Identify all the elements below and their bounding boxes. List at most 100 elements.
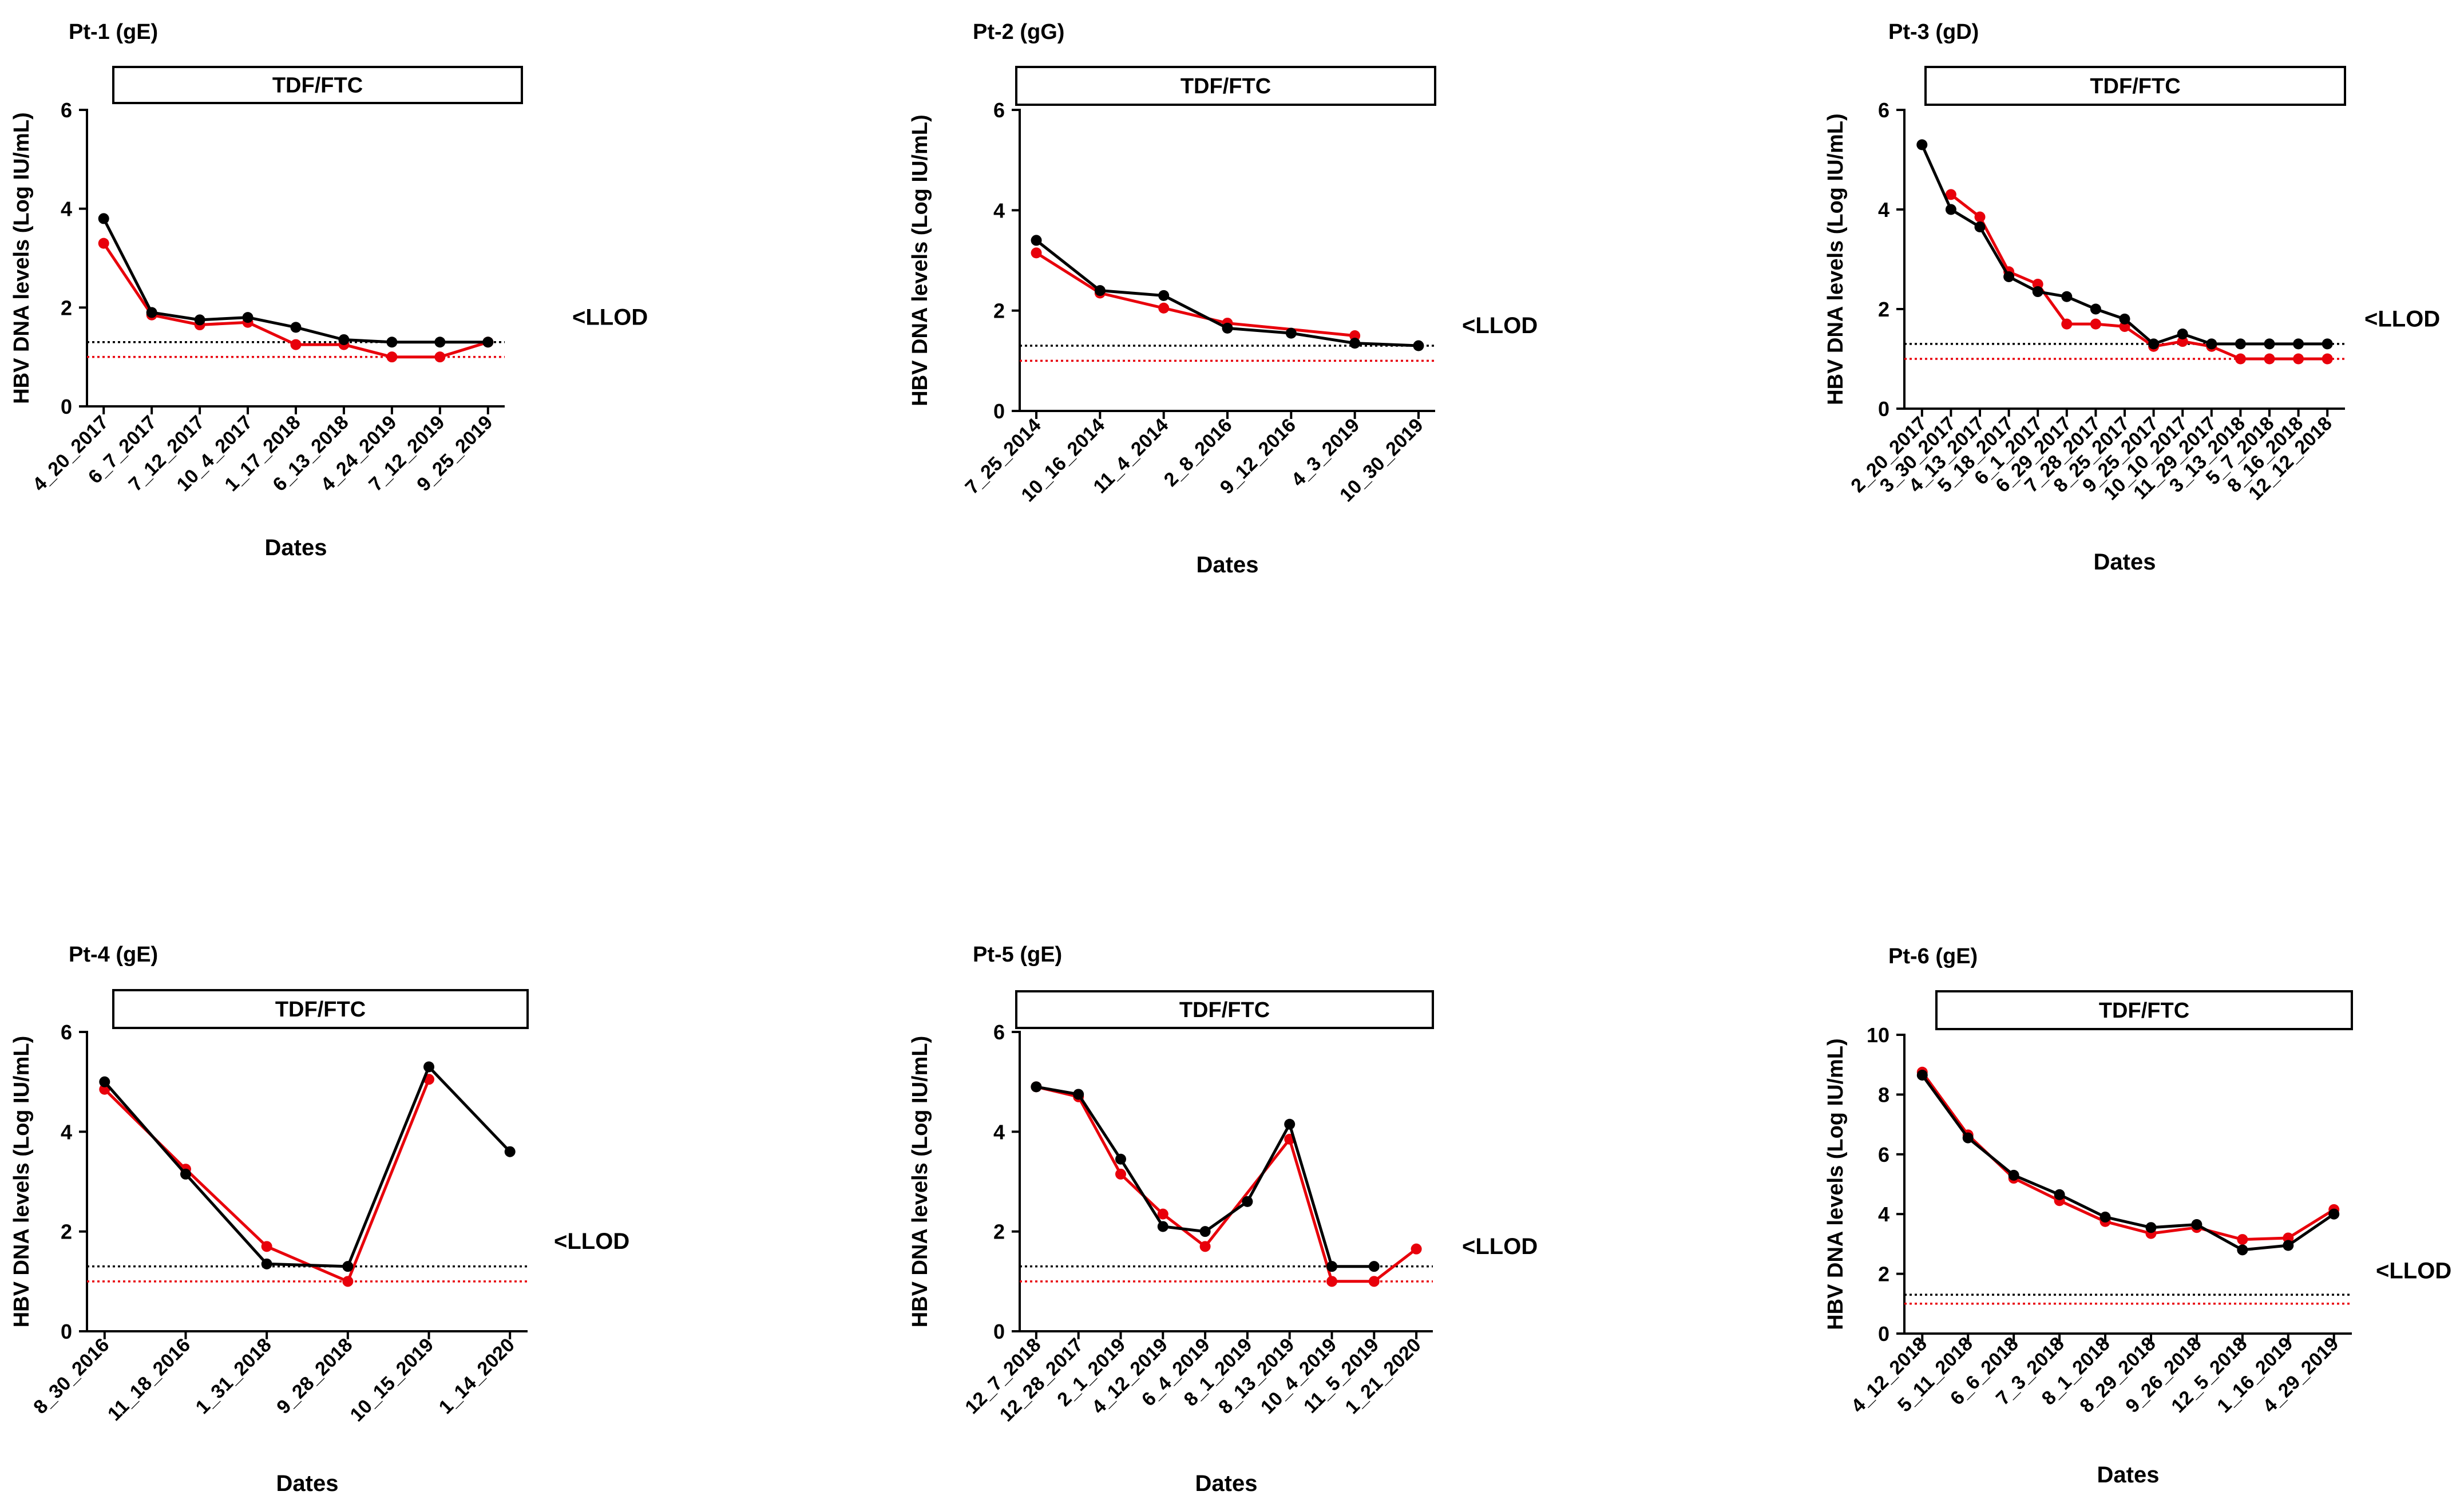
data-point-black [2235,338,2246,350]
x-tick-label: 9_28_2018 [272,1334,356,1418]
data-point-black [2099,1211,2111,1223]
data-point-red [2264,353,2275,365]
data-point-red [261,1241,272,1252]
data-point-red [2283,1232,2294,1244]
treatment-label: TDF/FTC [2090,74,2180,98]
data-point-red [2119,321,2130,332]
y-axis-label: HBV DNA levels (Log IU/mL) [10,112,34,404]
treatment-label: TDF/FTC [2099,999,2189,1023]
llod-label: <LLOD [2376,1258,2451,1283]
data-point-black [2061,291,2073,302]
y-tick-label: 2 [1878,1263,1889,1286]
y-tick-label: 2 [993,299,1005,323]
data-point-black [2090,303,2101,315]
data-point-red [2237,1234,2248,1245]
x-tick-label: 8_30_2016 [29,1334,113,1418]
series-line-red [1035,251,1355,337]
treatment-box [112,66,523,104]
data-point-black [1945,204,1956,215]
y-tick-label: 4 [993,199,1005,222]
y-tick-label: 6 [1878,1143,1889,1166]
data-point-black [1115,1153,1126,1165]
y-tick-label: 2 [61,296,72,319]
data-point-black [242,312,253,323]
data-point-black [1222,322,1233,334]
data-point-black [504,1146,516,1157]
panel-3: Pt-3 (gD) TDF/FTC 0 2 4 6 HBV DNA levels (Log … [1824,20,2440,575]
llod-label: <LLOD [1462,313,1538,338]
data-point-red [1326,1276,1338,1287]
treatment-label: TDF/FTC [1179,998,1270,1022]
data-point-black [1199,1226,1211,1237]
data-point-black [423,1061,435,1073]
data-point-red [1349,330,1361,341]
data-point-red [2061,318,2073,330]
data-point-red [1199,1241,1211,1252]
data-point-black [1368,1261,1380,1272]
llod-label: <LLOD [1462,1234,1538,1259]
data-point-black [2003,271,2015,282]
data-point-black [99,1076,110,1087]
x-axis-label: Dates [1195,1471,1258,1496]
data-point-black [2264,338,2275,350]
panel-title: Pt-5 (gE) [973,943,1062,967]
x-tick-label: 10_15_2019 [346,1334,438,1426]
data-point-black [1285,327,1297,339]
data-point-black [2293,338,2304,350]
panel-title: Pt-1 (gE) [69,20,158,44]
data-point-red [1031,247,1042,259]
y-tick-label: 8 [1878,1083,1889,1106]
data-point-black [2032,286,2043,298]
data-point-red [1158,302,1170,314]
y-tick-label: 0 [61,395,72,418]
treatment-box [112,989,529,1029]
x-tick-label: 1_14_2020 [435,1334,519,1418]
data-point-black [1031,235,1042,246]
x-tick-label: 11_18_2016 [104,1334,195,1425]
y-tick-label: 4 [1878,198,1889,221]
data-point-black [1284,1118,1296,1130]
y-tick-label: 6 [61,1020,72,1044]
data-point-black [180,1168,191,1180]
data-point-black [2191,1219,2202,1230]
y-tick-label: 6 [61,98,72,122]
x-tick-label: 1_31_2018 [192,1334,276,1418]
data-point-red [1411,1243,1422,1255]
y-tick-label: 4 [61,197,72,221]
y-axis-label: HBV DNA levels (Log IU/mL) [1824,113,1848,405]
llod-label: <LLOD [554,1229,629,1254]
data-point-black [2008,1169,2019,1181]
data-point-black [261,1258,272,1269]
data-point-red [1974,211,1986,223]
data-point-black [290,322,302,333]
panel-6: Pt-6 (gE) TDF/FTC 0 2 4 6 8 10 HBV DNA levels (L… [1824,944,2451,1488]
treatment-box [1935,990,2353,1030]
y-tick-label: 6 [993,1020,1005,1044]
series-line-red [1921,1071,2335,1241]
y-tick-label: 4 [993,1120,1005,1144]
data-point-black [2148,338,2160,350]
series-line-black [1921,1074,2335,1252]
y-tick-label: 4 [1878,1203,1889,1226]
y-tick-label: 0 [993,1320,1005,1343]
data-point-red [2235,353,2246,365]
data-point-black [1158,290,1170,301]
data-point-black [2054,1189,2065,1200]
y-tick-label: 2 [1878,298,1889,321]
y-axis-label: HBV DNA levels (Log IU/mL) [10,1036,34,1328]
treatment-box [1015,66,1436,106]
data-point-black [194,314,205,326]
data-point-red [386,351,398,363]
data-point-black [2206,338,2217,350]
y-tick-label: 2 [993,1220,1005,1244]
panel-title: Pt-3 (gD) [1888,20,1979,44]
panel-title: Pt-4 (gE) [69,943,158,967]
panel-4: Pt-4 (gE) TDF/FTC 0 2 4 6 HBV DNA levels (Log … [10,943,629,1496]
data-point-black [2328,1208,2340,1220]
data-point-black [2177,329,2188,339]
data-point-black [342,1261,354,1272]
data-point-red [1115,1168,1126,1180]
treatment-label: TDF/FTC [275,998,366,1022]
data-point-black [2119,313,2130,325]
